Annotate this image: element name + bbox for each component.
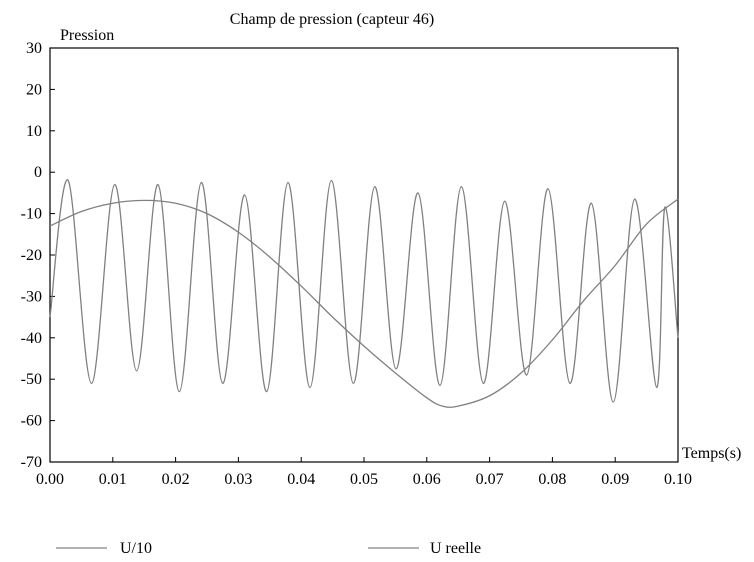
- y-tick-label: -40: [21, 330, 42, 347]
- x-tick-label: 0.07: [476, 471, 504, 488]
- y-axis-label: Pression: [60, 27, 114, 44]
- x-tick-label: 0.04: [287, 471, 315, 488]
- x-tick-label: 0.08: [538, 471, 566, 488]
- series-lines: [49, 179, 679, 408]
- y-tick-label: 0: [34, 164, 42, 181]
- x-tick-label: 0.02: [162, 471, 190, 488]
- x-tick-label: 0.00: [36, 471, 64, 488]
- x-tick-label: 0.03: [224, 471, 252, 488]
- y-tick-label: -30: [21, 288, 42, 305]
- y-tick-label: -20: [21, 247, 42, 264]
- y-tick-label: -70: [21, 454, 42, 471]
- y-tick-label: -60: [21, 413, 42, 430]
- legend: U/10 U reelle: [56, 540, 481, 557]
- x-tick-label: 0.06: [413, 471, 441, 488]
- series-line-0: [49, 198, 679, 408]
- x-tick-label: 0.10: [664, 471, 692, 488]
- y-tick-label: 30: [26, 40, 42, 57]
- legend-label: U reelle: [430, 540, 481, 557]
- series-line-1: [49, 179, 679, 403]
- chart-title: Champ de pression (capteur 46): [230, 11, 434, 28]
- x-tick-label: 0.01: [99, 471, 127, 488]
- y-tick-label: 10: [26, 123, 42, 140]
- y-tick-label: -10: [21, 206, 42, 223]
- x-tick-label: 0.05: [350, 471, 378, 488]
- y-tick-label: -50: [21, 371, 42, 388]
- x-axis-label: Temps(s): [682, 445, 741, 462]
- tick-group: 0.00 0.01 0.02 0.03 0.04 0.05 0.06 0.07 0.08 0.09…: [21, 40, 692, 488]
- y-tick-label: 20: [26, 81, 42, 98]
- legend-label: U/10: [120, 540, 152, 557]
- x-tick-label: 0.09: [601, 471, 629, 488]
